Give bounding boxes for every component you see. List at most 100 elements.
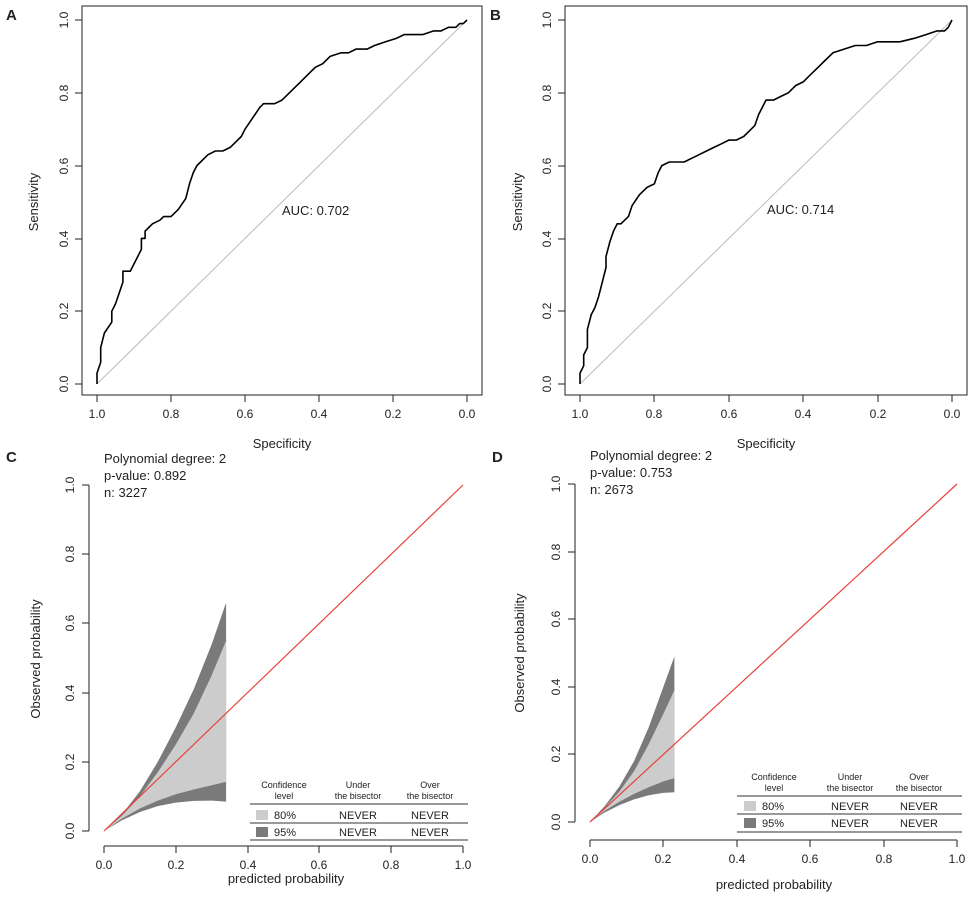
stat-p-value: p-value: 0.753 <box>590 465 672 480</box>
panel-letter: A <box>6 7 17 24</box>
x-tick-label: 1.0 <box>949 852 966 866</box>
y-tick-label: 0.0 <box>549 813 563 830</box>
panel-c-calibration: C 0.0 0.2 0.4 0.6 0.8 1.0 0.0 0.2 0.4 <box>6 449 472 886</box>
y-ticks: 0.0 0.2 0.4 0.6 0.8 1.0 <box>57 11 82 392</box>
auc-annotation: AUC: 0.702 <box>282 203 349 218</box>
y-tick-label: 0.4 <box>549 678 563 695</box>
plot-marks <box>579 19 953 385</box>
legend-header-line: Confidence <box>751 772 797 782</box>
x-axis-label: Specificity <box>253 436 312 451</box>
stat-n: n: 2673 <box>590 482 633 497</box>
x-ticks: 1.0 0.8 0.6 0.4 0.2 0.0 <box>89 395 476 421</box>
ci-80-band <box>590 690 675 822</box>
x-tick-label: 0.6 <box>802 852 819 866</box>
legend-header-line: the bisector <box>335 791 382 801</box>
roc-curve-line <box>579 19 953 384</box>
stat-degree: Polynomial degree: 2 <box>104 451 226 466</box>
plot-marks <box>589 483 958 823</box>
x-tick-label: 0.8 <box>163 407 180 421</box>
auc-annotation: AUC: 0.714 <box>767 202 834 217</box>
y-tick-label: 0.6 <box>540 157 554 174</box>
legend-header-line: Under <box>346 780 371 790</box>
stat-degree: Polynomial degree: 2 <box>590 448 712 463</box>
y-ticks: 0.0 0.2 0.4 0.6 0.8 1.0 <box>540 11 565 392</box>
x-axis-label: predicted probability <box>228 871 345 886</box>
y-tick-label: 0.8 <box>549 543 563 560</box>
x-ticks: 0.0 0.2 0.4 0.6 0.8 1.0 <box>582 840 966 866</box>
legend-header-line: Over <box>420 780 440 790</box>
panel-letter: D <box>492 449 503 466</box>
panel-letter: B <box>490 7 501 24</box>
bisector-line <box>589 483 958 823</box>
legend-header-line: the bisector <box>407 791 454 801</box>
y-tick-label: 1.0 <box>540 11 554 28</box>
legend-cell: NEVER <box>411 810 449 822</box>
legend-header-line: Confidence <box>261 780 307 790</box>
y-axis-label: Sensitivity <box>26 172 41 231</box>
y-tick-label: 0.8 <box>57 84 71 101</box>
y-tick-label: 0.2 <box>549 745 563 762</box>
y-tick-label: 0.8 <box>63 545 77 562</box>
legend-header-line: the bisector <box>896 783 943 793</box>
y-tick-label: 0.2 <box>540 302 554 319</box>
legend-header-line: the bisector <box>827 783 874 793</box>
x-tick-label: 0.2 <box>870 407 887 421</box>
legend-swatch-80 <box>744 801 756 811</box>
x-tick-label: 0.0 <box>944 407 961 421</box>
x-ticks: 0.0 0.2 0.4 0.6 0.8 1.0 <box>96 846 472 872</box>
y-ticks: 0.0 0.2 0.4 0.6 0.8 1.0 <box>63 476 89 839</box>
legend-cell: NEVER <box>831 801 869 813</box>
legend-cell: NEVER <box>900 818 938 830</box>
x-tick-label: 0.4 <box>311 407 328 421</box>
legend-header-line: level <box>275 791 294 801</box>
x-tick-label: 0.2 <box>385 407 402 421</box>
x-tick-label: 0.2 <box>655 852 672 866</box>
legend-header-line: level <box>765 783 784 793</box>
legend-cell: NEVER <box>339 810 377 822</box>
panel-b-roc: B 1.0 0.8 0.6 0.4 0.2 0.0 0.0 0.2 <box>490 5 968 451</box>
x-tick-label: 0.0 <box>459 407 476 421</box>
panel-a-roc: A 1.0 0.8 0.6 0.4 0.2 0.0 0.0 0.2 <box>6 5 483 451</box>
chance-diagonal-line <box>96 19 468 385</box>
legend-table: Confidence level Under the bisector Over… <box>250 780 468 841</box>
x-tick-label: 0.8 <box>383 858 400 872</box>
y-axis-label: Observed probability <box>512 593 527 713</box>
y-tick-label: 0.6 <box>63 614 77 631</box>
x-tick-label: 0.4 <box>240 858 257 872</box>
x-tick-label: 1.0 <box>572 407 589 421</box>
legend-cell: 80% <box>762 801 784 813</box>
legend-header-line: Under <box>838 772 863 782</box>
ci-80-band <box>104 640 227 831</box>
y-tick-label: 0.2 <box>57 302 71 319</box>
stat-n: n: 3227 <box>104 485 147 500</box>
legend-cell: NEVER <box>411 827 449 839</box>
y-ticks: 0.0 0.2 0.4 0.6 0.8 1.0 <box>549 475 575 830</box>
x-tick-label: 0.4 <box>729 852 746 866</box>
legend-swatch-80 <box>256 810 268 820</box>
plot-marks <box>96 19 468 385</box>
x-tick-label: 1.0 <box>455 858 472 872</box>
legend-cell: NEVER <box>900 801 938 813</box>
legend-cell: NEVER <box>831 818 869 830</box>
x-axis-label: Specificity <box>737 436 796 451</box>
x-tick-label: 0.6 <box>311 858 328 872</box>
y-tick-label: 0.8 <box>540 84 554 101</box>
bisector-line <box>103 484 464 832</box>
y-tick-label: 0.0 <box>63 822 77 839</box>
chance-diagonal-line <box>579 19 953 385</box>
legend-cell: 95% <box>762 818 784 830</box>
legend-table: Confidence level Under the bisector Over… <box>737 772 962 833</box>
panel-d-calibration: D 0.0 0.2 0.4 0.6 0.8 1.0 0.0 0.2 0.4 <box>492 448 966 892</box>
roc-curve-line <box>96 19 468 384</box>
panel-letter: C <box>6 449 17 466</box>
y-axis-label: Sensitivity <box>510 172 525 231</box>
y-tick-label: 0.6 <box>57 157 71 174</box>
legend-swatch-95 <box>744 818 756 828</box>
y-tick-label: 0.4 <box>57 230 71 247</box>
legend-header-line: Over <box>909 772 929 782</box>
y-axis-label: Observed probability <box>28 599 43 719</box>
y-tick-label: 0.4 <box>540 230 554 247</box>
x-tick-label: 0.6 <box>721 407 738 421</box>
x-tick-label: 0.8 <box>876 852 893 866</box>
x-tick-label: 0.0 <box>582 852 599 866</box>
